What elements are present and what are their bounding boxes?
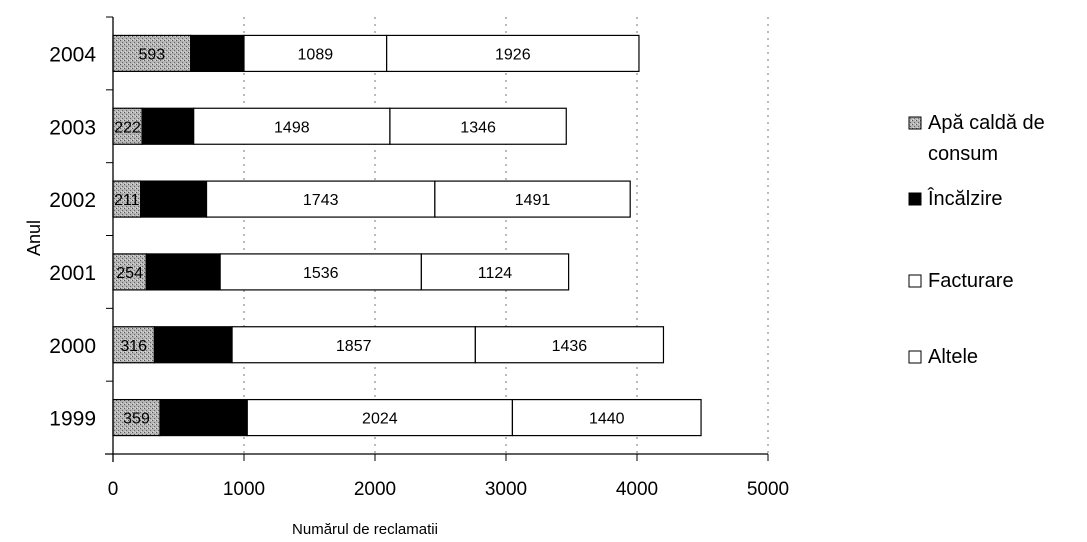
y-axis-title: Anul — [24, 220, 44, 256]
bar-2000-series-4 — [474, 326, 665, 364]
data-label-2003-series-3: 1498 — [274, 119, 310, 136]
legend-swatch-4 — [908, 350, 922, 364]
x-axis-title: Numărul de reclamatii — [292, 521, 438, 538]
data-label-2003-series-4: 1346 — [460, 119, 496, 136]
category-label-1999: 1999 — [49, 408, 96, 431]
bar-2003-series-2 — [141, 107, 195, 145]
legend: Apă caldă de consum Încălzire Facturare Alte… — [908, 112, 1045, 368]
bar-2000-series-2 — [153, 326, 233, 364]
data-label-2001-series-3: 1536 — [303, 265, 339, 282]
bar-2002-series-2 — [140, 180, 208, 218]
category-label-2002: 2002 — [49, 189, 96, 212]
data-label-1999-series-4: 1440 — [589, 411, 625, 428]
bar-2001-series-3 — [219, 253, 422, 291]
category-label-2004: 2004 — [49, 43, 96, 66]
category-label-2001: 2001 — [49, 262, 96, 285]
data-label-2001-series-1: 254 — [116, 265, 143, 282]
bar-1999-series-2 — [159, 398, 248, 437]
bar-2000-series-1 — [112, 326, 155, 364]
bar-2002-series-3 — [205, 180, 436, 218]
data-label-2004-series-3: 1089 — [298, 46, 334, 63]
data-label-2002-series-4: 1491 — [515, 192, 551, 209]
legend-swatch-1 — [908, 116, 922, 130]
bars: 359 2024 1440 316 1857 1436 254 1536 1124 211 1743… — [112, 34, 702, 437]
x-tick-label-5000: 5000 — [747, 479, 789, 500]
legend-label-1-line-1: Apă caldă de — [928, 112, 1045, 134]
bar-2000-series-3 — [231, 326, 476, 364]
data-label-2003-series-1: 222 — [114, 119, 141, 136]
legend-label-4: Altele — [928, 346, 978, 368]
data-label-2002-series-3: 1743 — [303, 192, 339, 209]
category-label-2003: 2003 — [49, 116, 96, 139]
bar-2003-series-3 — [193, 107, 391, 145]
x-tick-label-0: 0 — [108, 479, 119, 500]
data-label-2000-series-3: 1857 — [336, 338, 372, 355]
bar-2001-series-4 — [420, 253, 570, 291]
x-tick-label-4000: 4000 — [616, 479, 658, 500]
category-label-2000: 2000 — [49, 335, 96, 358]
x-tick-label-2000: 2000 — [354, 479, 396, 500]
data-label-2000-series-4: 1436 — [552, 338, 588, 355]
data-label-2001-series-4: 1124 — [478, 265, 513, 282]
x-tick-label-3000: 3000 — [485, 479, 527, 500]
legend-swatch-2 — [908, 192, 922, 206]
bar-1999-series-1 — [112, 398, 161, 437]
bar-2001-series-2 — [145, 253, 221, 291]
bar-2004-series-1 — [112, 34, 192, 73]
legend-label-1-line-2: consum — [928, 143, 998, 165]
data-label-2002-series-1: 211 — [114, 192, 140, 209]
grid-lines — [243, 17, 769, 454]
bar-2001-series-1 — [112, 253, 147, 291]
data-label-1999-series-1: 359 — [123, 411, 150, 428]
legend-swatch-3 — [908, 274, 922, 288]
legend-label-3: Facturare — [928, 270, 1014, 292]
bar-1999-series-4 — [511, 398, 702, 437]
legend-label-2: Încălzire — [927, 187, 1002, 210]
bar-2002-series-4 — [434, 180, 631, 218]
bar-2004-series-3 — [243, 34, 388, 73]
bar-2003-series-1 — [112, 107, 143, 145]
data-label-2004-series-4: 1926 — [495, 46, 531, 63]
bar-2003-series-4 — [389, 107, 567, 145]
bar-2004-series-2 — [190, 34, 245, 73]
x-tick-label-1000: 1000 — [223, 479, 265, 500]
data-label-1999-series-3: 2024 — [362, 411, 398, 428]
data-label-2004-series-1: 593 — [138, 46, 165, 63]
bar-2004-series-4 — [386, 34, 640, 73]
axes: 1999 2000 2001 2002 2003 2004 0 1000 2000 3000 400… — [24, 16, 789, 538]
data-label-2000-series-1: 316 — [120, 338, 147, 355]
